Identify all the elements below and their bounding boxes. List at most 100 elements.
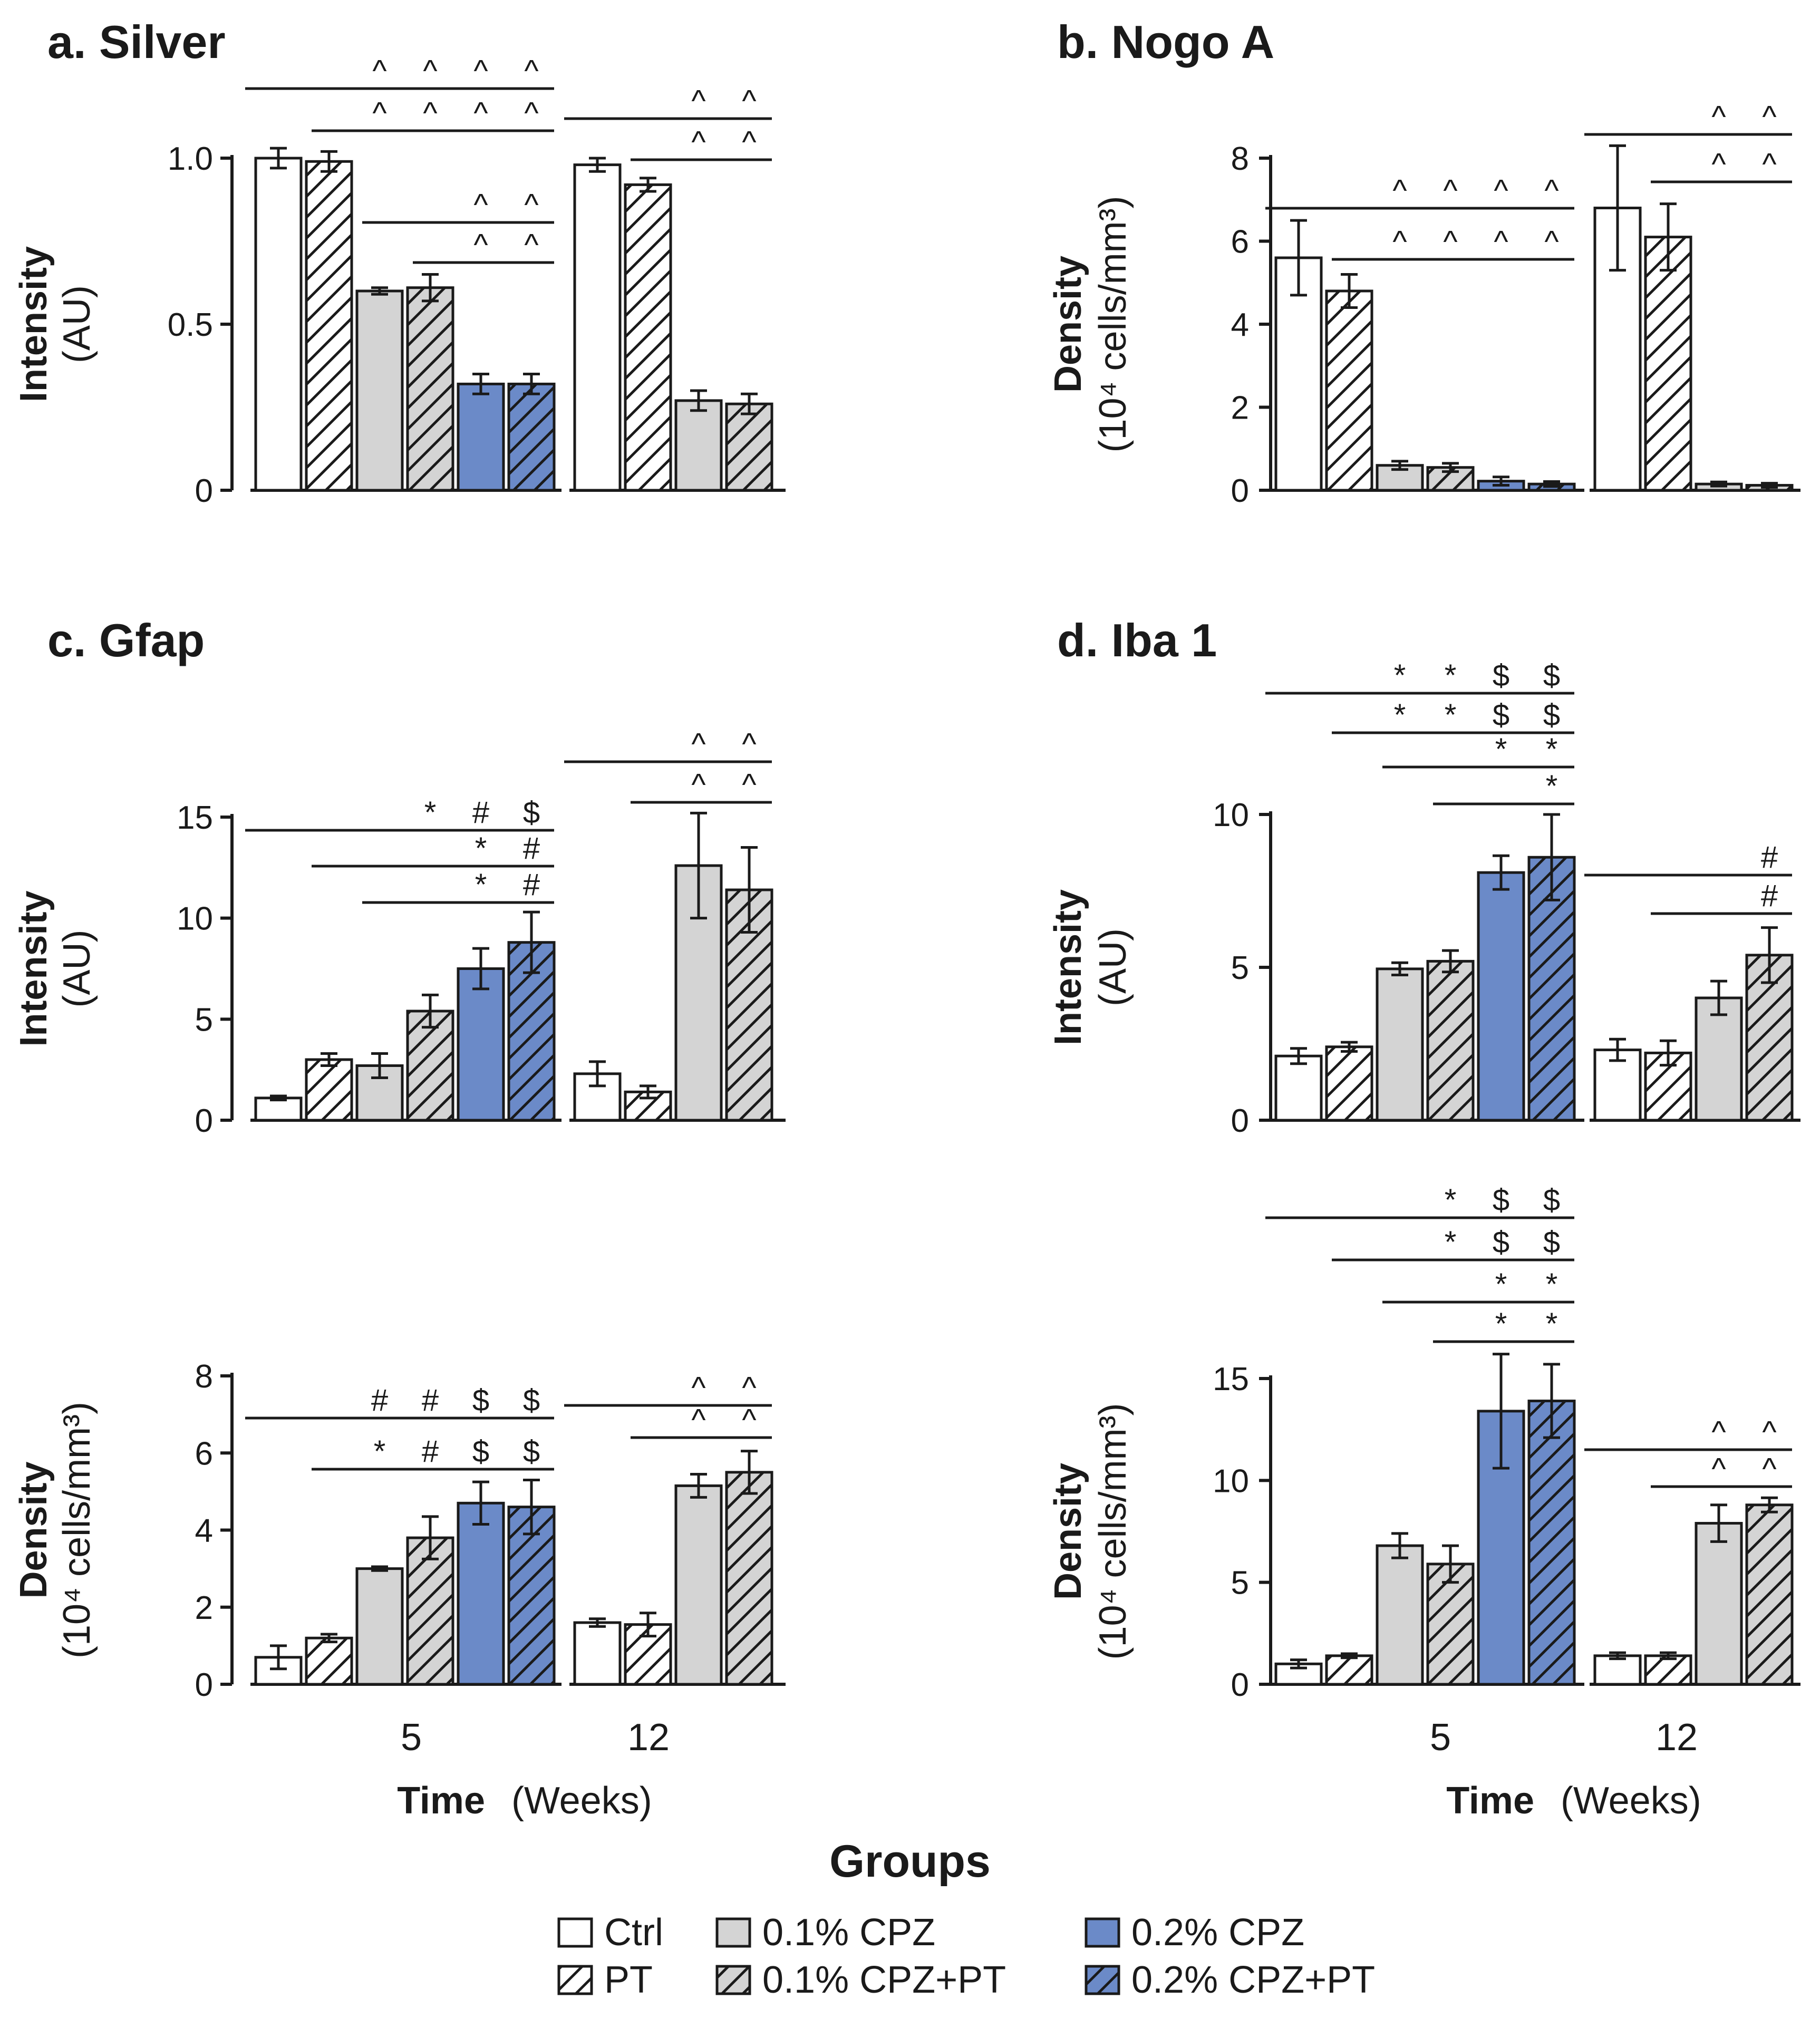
significance-mark: *: [1495, 732, 1507, 766]
significance-bracket: ^ ^: [631, 125, 772, 161]
significance-mark: ^: [1762, 147, 1776, 181]
y-tick-label: 15: [177, 800, 213, 836]
significance-bracket: ^ ^: [1651, 147, 1792, 183]
significance-mark: *: [1546, 732, 1558, 766]
significance-bracket: ^ ^: [1651, 1452, 1792, 1488]
error-bar: [1341, 1652, 1358, 1659]
significance-mark: ^: [1392, 225, 1407, 259]
bar-cpz02pt-week5: [507, 382, 556, 492]
bar-cpz01-week5: [355, 1567, 404, 1686]
bar-cpz01pt-week5: [406, 286, 454, 492]
significance-bracket: ^ ^: [631, 768, 772, 804]
significance-mark: ^: [473, 228, 488, 262]
error-bar: [1710, 979, 1727, 1016]
bar-cpz01pt-week12: [725, 1471, 773, 1686]
bar-cpz02pt-week5: [507, 1506, 556, 1686]
time-tick-5: 5: [1430, 1716, 1451, 1759]
error-bar: [640, 1612, 656, 1638]
error-bar: [472, 947, 489, 991]
significance-mark: ^: [473, 54, 488, 88]
error-bar: [1493, 1353, 1509, 1470]
significance-mark: ^: [1762, 100, 1776, 134]
significance-mark: *: [1394, 658, 1406, 693]
bar-pt-week5: [1325, 1045, 1373, 1122]
significance-bracket: ^ ^: [564, 1371, 772, 1407]
significance-mark: ^: [691, 84, 705, 118]
bar-cpz01-week12: [1695, 1522, 1743, 1686]
error-bar: [270, 147, 287, 170]
significance-mark: ^: [1494, 225, 1508, 259]
y-tick-label: 8: [195, 1358, 213, 1395]
time-tick-12: 12: [1656, 1716, 1698, 1759]
significance-bracket: * *: [1382, 1267, 1574, 1304]
significance-mark: ^: [1762, 1415, 1776, 1449]
y-tick-label: 1.0: [168, 141, 213, 177]
bar-ctrl-week12: [573, 163, 622, 492]
bar-ctrl-week5: [254, 1096, 303, 1122]
significance-bracket: * $ $: [1265, 1183, 1574, 1219]
significance-mark: #: [523, 868, 540, 902]
significance-bracket: * # $: [245, 795, 554, 832]
significance-mark: $: [1493, 698, 1509, 732]
panel-title: c. Gfap: [47, 614, 205, 666]
significance-mark: ^: [1494, 173, 1508, 208]
error-bar: [1341, 1041, 1358, 1053]
error-bar: [1493, 854, 1509, 891]
significance-mark: ^: [524, 96, 538, 130]
bar-ctrl-week5: [254, 157, 303, 492]
significance-mark: ^: [742, 1403, 756, 1437]
significance-bracket: ^ ^: [413, 228, 554, 264]
legend-swatch: [557, 1917, 593, 1948]
error-bar: [741, 1450, 758, 1495]
significance-bracket: ^ ^ ^ ^: [245, 54, 554, 90]
significance-bracket: * #: [312, 831, 554, 868]
bar-pt-week12: [1644, 236, 1692, 492]
y-axis-label: Intensity: [13, 246, 55, 402]
significance-mark: ^: [372, 96, 386, 130]
significance-mark: $: [472, 1383, 489, 1418]
significance-mark: *: [424, 795, 437, 830]
significance-bracket: * $ $: [1332, 1225, 1574, 1261]
significance-bracket: * # $ $: [312, 1434, 554, 1471]
significance-bracket: ^ ^: [362, 188, 554, 224]
significance-mark: $: [1543, 1225, 1560, 1259]
error-bar: [1660, 1651, 1677, 1661]
legend-label: 0.1% CPZ: [762, 1911, 935, 1954]
error-bar: [1761, 482, 1778, 489]
bar-pt-week12: [624, 183, 672, 492]
legend-label: 0.2% CPZ: [1131, 1911, 1304, 1954]
significance-bracket: #: [1584, 840, 1792, 877]
significance-mark: ^: [1762, 1452, 1776, 1486]
significance-mark: ^: [423, 54, 437, 88]
significance-mark: ^: [423, 96, 437, 130]
significance-mark: ^: [691, 1371, 705, 1405]
significance-mark: ^: [473, 96, 488, 130]
error-bar: [1341, 273, 1358, 309]
error-bar: [1290, 219, 1307, 297]
y-axis-unit: (10⁴ cells/mm³): [56, 1402, 98, 1658]
bar-pt-week12: [1644, 1654, 1692, 1686]
significance-mark: ^: [1711, 100, 1726, 134]
bar-cpz01-week5: [1376, 1544, 1424, 1686]
y-axis-label: Intensity: [13, 890, 55, 1046]
significance-mark: ^: [1711, 1415, 1726, 1449]
significance-mark: ^: [691, 727, 705, 761]
error-bar: [690, 811, 707, 920]
y-tick-label: 10: [1213, 797, 1249, 833]
significance-mark: ^: [1392, 173, 1407, 208]
error-bar: [472, 373, 489, 395]
y-tick-label: 15: [1213, 1361, 1249, 1398]
legend-item-ctrl: Ctrl: [557, 1911, 663, 1954]
error-bar: [270, 1094, 287, 1102]
legend-item-cpz01: 0.1% CPZ: [715, 1911, 935, 1954]
significance-mark: #: [371, 1383, 388, 1418]
error-bar: [1710, 480, 1727, 488]
significance-mark: ^: [691, 125, 705, 159]
significance-mark: *: [1394, 698, 1406, 732]
error-bar: [1761, 926, 1778, 984]
legend-label: 0.2% CPZ+PT: [1131, 1959, 1375, 2001]
significance-mark: *: [1546, 1307, 1558, 1341]
